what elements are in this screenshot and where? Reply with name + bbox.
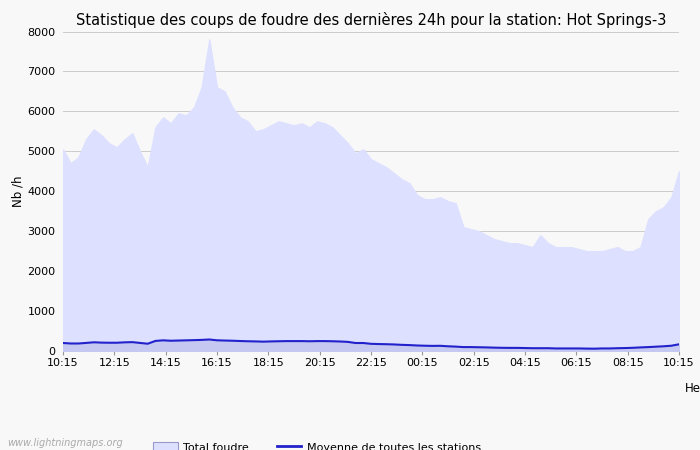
Text: Heure: Heure (685, 382, 700, 395)
Title: Statistique des coups de foudre des dernières 24h pour la station: Hot Springs-3: Statistique des coups de foudre des dern… (76, 12, 666, 27)
Text: www.lightningmaps.org: www.lightningmaps.org (7, 438, 122, 448)
Y-axis label: Nb /h: Nb /h (11, 176, 25, 207)
